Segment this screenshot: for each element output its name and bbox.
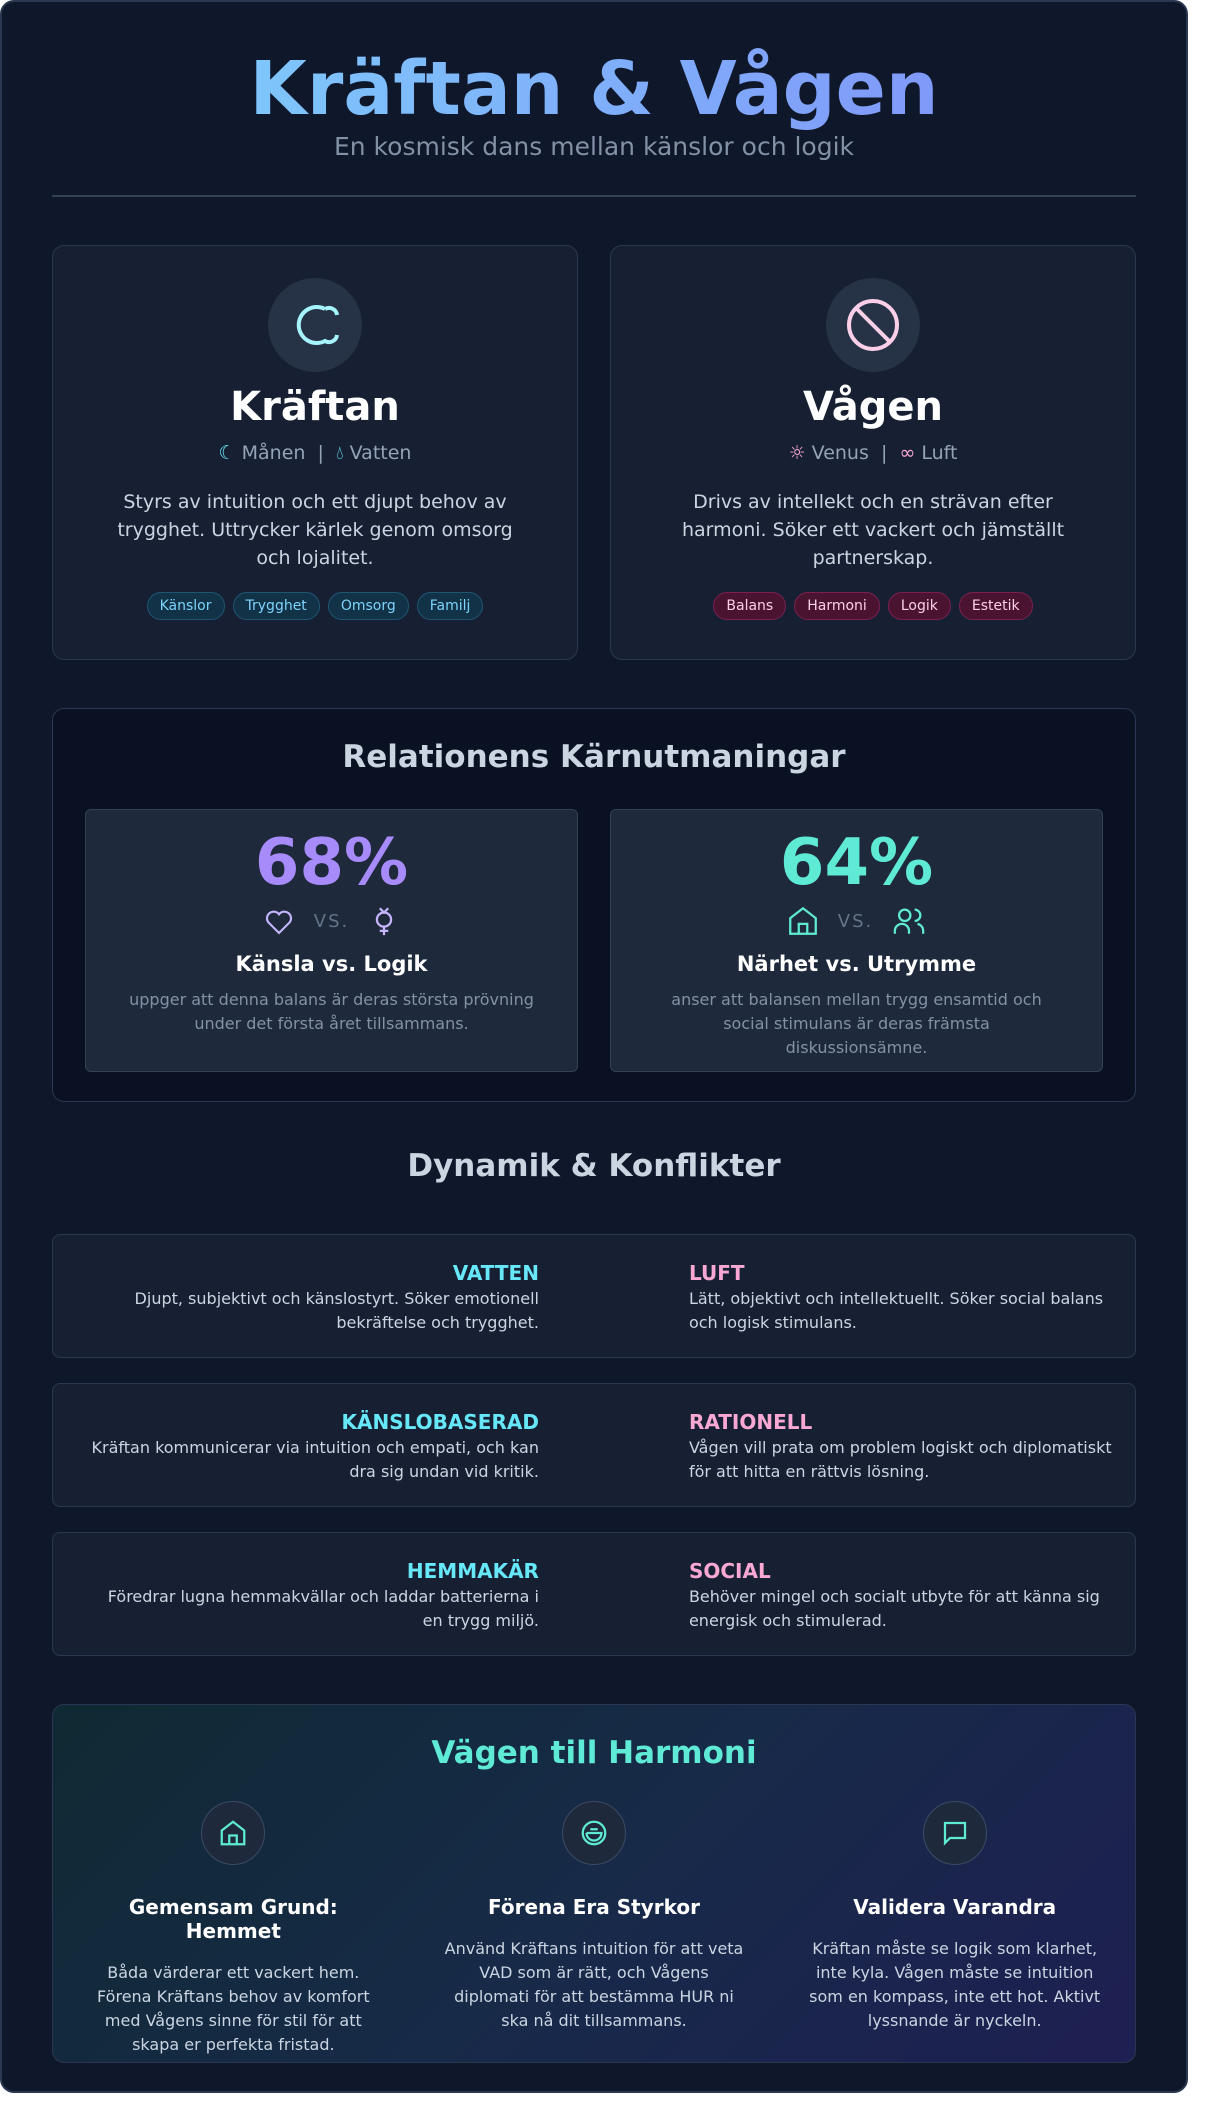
right-title: LUFT (688, 1261, 745, 1285)
sign-card: Kräftan ☾ Månen | 💧︎ Vatten Styrs av int… (52, 245, 578, 660)
right-column: RATIONELL Vågen vill prata om problem log… (649, 1410, 1135, 1506)
icon (562, 1801, 626, 1865)
stats: 68% VS. Känsla vs. Logik uppger att denn… (85, 809, 1103, 1072)
right-text: Behöver mingel och socialt utbyte för at… (688, 1587, 1100, 1630)
left-text: Kräftan kommunicerar via intuition och e… (91, 1438, 539, 1481)
harmony-item: Förena Era Styrkor Använd Kräftans intuit… (414, 1801, 775, 2057)
challenges: Relationens Kärnutmaningar 68% VS. Känsl… (52, 708, 1136, 1102)
dynamic-row: VATTEN Djupt, subjektivt och känslostyrt.… (52, 1234, 1136, 1358)
stat-card: 68% VS. Känsla vs. Logik uppger att denn… (85, 809, 578, 1072)
vs: VS. (313, 910, 350, 932)
right-column: LUFT Lätt, objektivt och intellektuellt. … (649, 1261, 1135, 1357)
sign-card: Vågen ☼ Venus | ∞ Luft Drivs av intellek… (610, 245, 1136, 660)
sign-meta: ☼ Venus | ∞ Luft (788, 442, 958, 464)
sign-meta: ☾ Månen | 💧︎ Vatten (218, 442, 412, 464)
element: Luft (921, 442, 958, 464)
right-column: SOCIAL Behöver mingel och socialt utbyte … (649, 1559, 1135, 1655)
tags: Balans Harmoni Logik Estetik (611, 592, 1135, 620)
right-text: Vågen vill prata om problem logiskt och … (688, 1438, 1112, 1481)
icon (922, 1801, 987, 1865)
item-text: Båda värderar ett vackert hem. Förena Kr… (97, 1963, 370, 2054)
left-column: HEMMAKÄR Föredrar lugna hemmakvällar och … (53, 1559, 539, 1655)
section-title: Vägen till Harmoni (431, 1735, 757, 1771)
tag: Trygghet (232, 592, 320, 620)
tag: Logik (887, 592, 951, 620)
right-text: Lätt, objektivt och intellektuellt. Söke… (688, 1289, 1104, 1332)
vs: VS. (837, 910, 874, 932)
left-text: Djupt, subjektivt och känslostyrt. Söker… (134, 1289, 539, 1332)
subtitle: En kosmisk dans mellan känslor och logik (333, 132, 855, 161)
tag: Harmoni (794, 592, 880, 620)
dynamics: Dynamik & Konflikter VATTEN Djupt, subjek… (52, 1148, 1136, 1656)
left-column: KÄNSLOBASERAD Kräftan kommunicerar via in… (53, 1410, 539, 1506)
left-text: Föredrar lugna hemmakvällar och laddar b… (107, 1587, 539, 1630)
icon (826, 278, 920, 372)
tag: Familj (416, 592, 484, 620)
harmony: Vägen till Harmoni Gemensam Grund: Hemme… (52, 1704, 1136, 2063)
vs-row: VS. (611, 904, 1102, 938)
item-title: Gemensam Grund: Hemmet (128, 1895, 338, 1943)
tag: Känslor (146, 592, 225, 620)
percent: 64% (779, 826, 934, 900)
element: Vatten (349, 442, 412, 464)
item-title: Validera Varandra (853, 1895, 1057, 1919)
left-title: KÄNSLOBASERAD (341, 1410, 539, 1434)
divider (52, 195, 1136, 197)
icon (201, 1801, 266, 1865)
right-title: SOCIAL (688, 1559, 771, 1583)
item-text: Använd Kräftans intuition för att veta V… (444, 1939, 744, 2030)
description: Drivs av intellekt och en strävan efter … (681, 491, 1065, 569)
vs-row: VS. (86, 904, 577, 938)
harmony-item: Gemensam Grund: Hemmet Båda värderar ett … (53, 1801, 414, 2057)
left-title: VATTEN (452, 1261, 539, 1285)
right-title: RATIONELL (688, 1410, 813, 1434)
stat-text: uppger att denna balans är deras största… (129, 990, 534, 1033)
percent: 68% (254, 826, 409, 900)
sign-cards: Kräftan ☾ Månen | 💧︎ Vatten Styrs av int… (52, 245, 1136, 660)
planet: Venus (811, 442, 869, 464)
left-column: VATTEN Djupt, subjektivt och känslostyrt.… (53, 1261, 539, 1357)
stat-title: Närhet vs. Utrymme (736, 952, 977, 976)
sign-name: Vågen (803, 384, 943, 430)
harmony-items: Gemensam Grund: Hemmet Båda värderar ett … (53, 1801, 1135, 2057)
sign-name: Kräftan (230, 384, 400, 430)
section-title: Relationens Kärnutmaningar (342, 739, 846, 775)
item-title: Förena Era Styrkor (488, 1895, 700, 1919)
tag: Balans (713, 592, 787, 620)
planet: Månen (241, 442, 306, 464)
tag: Estetik (958, 592, 1033, 620)
tags: Känslor Trygghet Omsorg Familj (53, 592, 577, 620)
left-title: HEMMAKÄR (406, 1559, 539, 1583)
icon (268, 278, 362, 372)
tag: Omsorg (327, 592, 409, 620)
item-text: Kräftan måste se logik som klarhet, inte… (809, 1939, 1101, 2030)
dynamic-row: KÄNSLOBASERAD Kräftan kommunicerar via in… (52, 1383, 1136, 1507)
description: Styrs av intuition och ett djupt behov a… (117, 491, 513, 569)
container: Kräftan & Vågen En kosmisk dans mellan k… (0, 0, 1188, 2093)
title: Kräftan & Vågen (52, 46, 1136, 132)
stat-text: anser att balansen mellan trygg ensamtid… (671, 990, 1042, 1057)
section-title: Dynamik & Konflikter (407, 1148, 781, 1184)
stat-card: 64% VS. Närhet vs. Utrymme anser att bal… (610, 809, 1103, 1072)
stat-title: Känsla vs. Logik (235, 952, 428, 976)
harmony-item: Validera Varandra Kräftan måste se logik … (774, 1801, 1135, 2057)
dynamic-row: HEMMAKÄR Föredrar lugna hemmakvällar och … (52, 1532, 1136, 1656)
dynamic-rows: VATTEN Djupt, subjektivt och känslostyrt.… (52, 1234, 1136, 1656)
